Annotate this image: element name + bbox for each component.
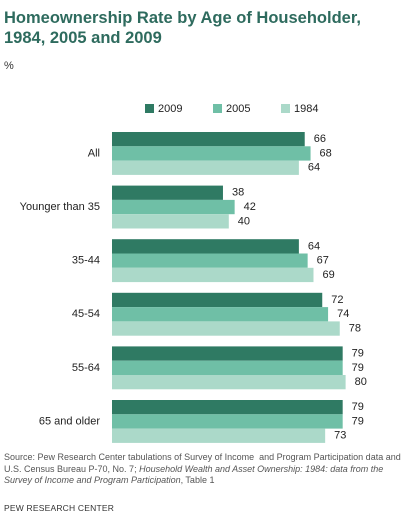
value-label: 40	[238, 215, 250, 227]
legend-label: 1984	[294, 103, 318, 115]
bar	[112, 239, 299, 254]
value-label: 38	[232, 187, 244, 199]
value-label: 79	[352, 401, 364, 413]
category-label: Younger than 35	[20, 201, 100, 213]
legend-label: 2005	[226, 103, 250, 115]
bar	[112, 414, 343, 429]
value-label: 68	[320, 147, 332, 159]
category-label: 55-64	[72, 362, 100, 374]
source-note: Source: Pew Research Center tabulations …	[4, 452, 406, 487]
bar	[112, 346, 343, 361]
bar	[112, 146, 311, 161]
bar	[112, 214, 229, 229]
legend-label: 2009	[158, 103, 182, 115]
bar	[112, 360, 343, 375]
chart-subtitle: %	[4, 60, 14, 72]
source-italic: Household Wealth and Asset Ownership: 19…	[4, 463, 386, 486]
value-label: 74	[337, 308, 349, 320]
value-label: 64	[308, 240, 320, 252]
bar	[112, 132, 305, 147]
value-label: 80	[355, 376, 367, 388]
bar	[112, 375, 346, 390]
bar	[112, 253, 308, 268]
bar	[112, 428, 326, 443]
category-label: 65 and older	[39, 415, 100, 427]
footer: PEW RESEARCH CENTER	[4, 503, 115, 513]
bar	[112, 199, 235, 215]
value-label: 67	[317, 255, 329, 267]
value-label: 64	[308, 162, 320, 174]
chart-title: Homeownership Rate by Age of Householder…	[4, 9, 361, 47]
legend-swatch	[145, 104, 154, 113]
value-label: 78	[349, 322, 361, 334]
value-label: 79	[352, 362, 364, 374]
value-label: 42	[244, 201, 256, 213]
value-label: 79	[352, 347, 364, 359]
category-label: 45-54	[72, 308, 100, 320]
value-label: 79	[352, 415, 364, 427]
bar	[112, 185, 223, 200]
source-text: , Table 1	[180, 475, 215, 485]
bar	[112, 307, 329, 322]
bar	[112, 292, 323, 308]
value-label: 66	[314, 133, 326, 145]
bar	[112, 160, 299, 175]
legend-swatch	[281, 104, 290, 113]
legend-swatch	[213, 104, 222, 113]
bar	[112, 321, 340, 336]
category-label: 35-44	[72, 255, 100, 267]
category-label: All	[88, 147, 100, 159]
source-text: Source: Pew Research Center tabulations …	[4, 452, 404, 474]
bar	[112, 400, 343, 415]
value-label: 69	[322, 269, 334, 281]
value-label: 73	[334, 430, 346, 442]
value-label: 72	[331, 294, 343, 306]
bar	[112, 267, 314, 283]
